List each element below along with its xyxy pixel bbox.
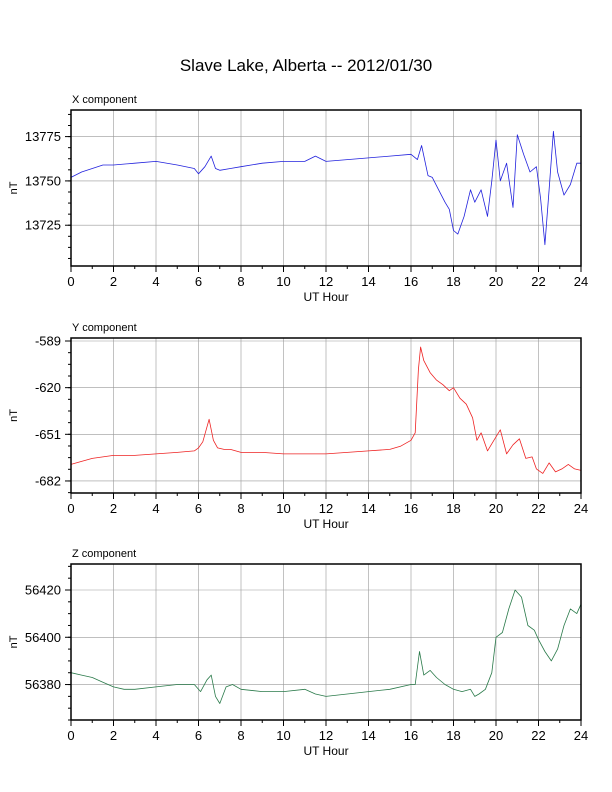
x-y-tick-label: 13725 [25,218,61,233]
z-x-tick-label: 10 [276,728,290,743]
x-y-tick-label: 13775 [25,129,61,144]
x-x-tick-label: 14 [361,274,375,289]
z-x-tick-label: 2 [110,728,117,743]
x-x-axis-label: UT Hour [303,290,348,304]
y-x-tick-label: 12 [319,501,333,516]
z-y-tick-label: 56400 [25,630,61,645]
y-x-tick-label: 2 [110,501,117,516]
y-panel-label: Y component [72,322,137,334]
z-x-tick-label: 14 [361,728,375,743]
x-plot-frame [70,109,582,267]
z-x-axis-label: UT Hour [303,744,348,758]
x-x-tick-label: 16 [404,274,418,289]
z-x-tick-label: 8 [237,728,244,743]
y-x-tick-label: 6 [195,501,202,516]
z-plot-frame [70,563,582,721]
z-x-tick-label: 16 [404,728,418,743]
y-y-tick-label: -651 [35,427,61,442]
z-x-tick-label: 4 [152,728,159,743]
y-x-tick-label: 24 [574,501,588,516]
y-x-tick-label: 16 [404,501,418,516]
x-panel-label: X component [72,94,137,106]
x-x-tick-label: 20 [489,274,503,289]
y-x-tick-label: 14 [361,501,375,516]
z-x-tick-label: 12 [319,728,333,743]
y-x-tick-label: 4 [152,501,159,516]
y-x-tick-label: 0 [67,501,74,516]
x-x-tick-label: 2 [110,274,117,289]
x-x-tick-label: 22 [531,274,545,289]
page-title: Slave Lake, Alberta -- 2012/01/30 [179,56,433,75]
z-data-line [70,589,582,704]
x-x-tick-label: 12 [319,274,333,289]
x-x-tick-label: 4 [152,274,159,289]
y-y-tick-label: -620 [35,380,61,395]
x-x-tick-label: 18 [446,274,460,289]
y-x-tick-label: 10 [276,501,290,516]
z-x-tick-label: 20 [489,728,503,743]
x-y-axis-label: nT [8,181,20,194]
z-x-tick-label: 22 [531,728,545,743]
z-panel-label: Z component [72,548,136,560]
x-x-tick-label: 10 [276,274,290,289]
x-y-tick-label: 13750 [25,173,61,188]
z-x-tick-label: 0 [67,728,74,743]
z-y-tick-label: 56380 [25,677,61,692]
y-x-tick-label: 22 [531,501,545,516]
z-x-tick-label: 24 [574,728,588,743]
y-x-tick-label: 18 [446,501,460,516]
y-x-axis-label: UT Hour [303,517,348,531]
y-x-tick-label: 8 [237,501,244,516]
z-y-axis-label: nT [8,635,20,648]
y-x-tick-label: 20 [489,501,503,516]
y-plot-frame [70,337,582,494]
z-y-tick-label: 56420 [25,583,61,598]
x-x-tick-label: 24 [574,274,588,289]
x-data-line [70,130,581,246]
y-y-tick-label: -589 [35,334,61,349]
y-y-tick-label: -682 [35,473,61,488]
x-x-tick-label: 0 [67,274,74,289]
y-data-line [70,346,582,474]
z-x-tick-label: 18 [446,728,460,743]
y-y-axis-label: nT [8,409,20,422]
x-x-tick-label: 8 [237,274,244,289]
x-x-tick-label: 6 [195,274,202,289]
z-x-tick-label: 6 [195,728,202,743]
